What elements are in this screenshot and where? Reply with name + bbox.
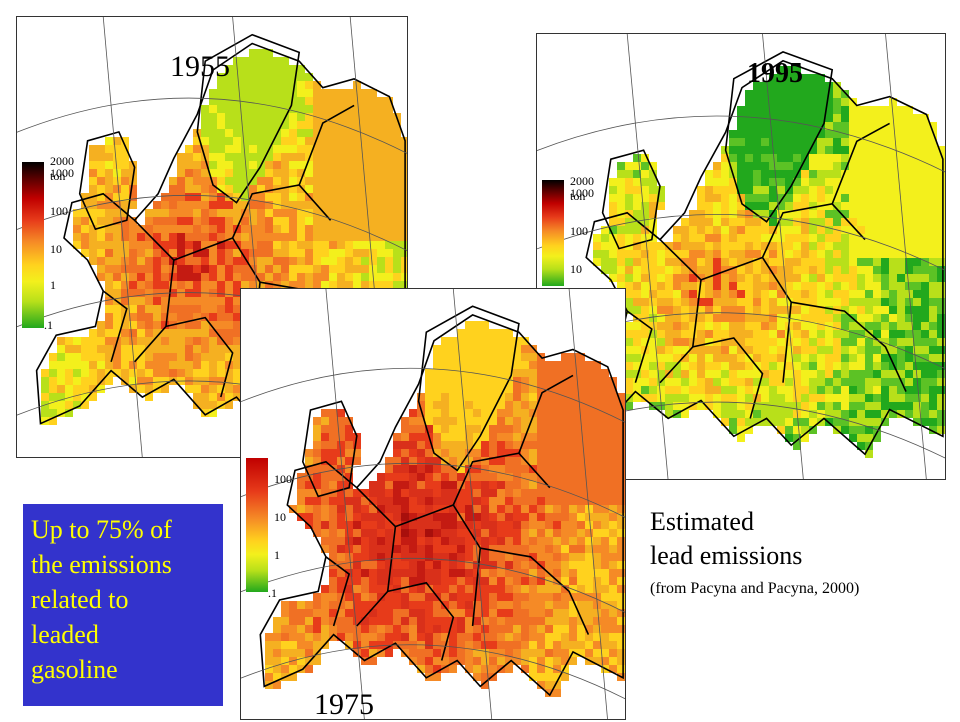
caption-source: (from Pacyna and Pacyna, 2000) <box>650 580 860 597</box>
note-line: related to <box>31 585 129 614</box>
legend-tick-10: 10 <box>570 262 582 276</box>
note-line: leaded <box>31 620 99 649</box>
legend-tick-2000: 2000 ton <box>50 154 74 183</box>
caption-line-2: lead emissions <box>650 541 803 570</box>
legend-color-bar <box>246 458 268 592</box>
note-line: Up to 75% of <box>31 515 172 544</box>
year-label-1955: 1955 <box>170 50 230 83</box>
legend-tick-10: 10 <box>50 242 62 256</box>
legend-tick-1: 1 <box>274 548 280 562</box>
legend-tick-1000: 1000 <box>50 166 74 180</box>
emission-raster <box>265 321 625 697</box>
graticule <box>241 289 625 719</box>
legend-tick-100: 100 <box>570 224 588 238</box>
emission-map-1975 <box>240 288 626 720</box>
legend-tick-1: 1 <box>50 278 56 292</box>
year-label-1975: 1975 <box>314 688 374 721</box>
country-borders <box>556 51 944 456</box>
legend-tick-0-1: .1 <box>44 318 53 332</box>
leaded-gasoline-note: Up to 75% of the emissions related to le… <box>23 504 223 706</box>
caption: Estimated lead emissions (from Pacyna an… <box>650 505 859 601</box>
note-line: gasoline <box>31 655 118 684</box>
note-line: the emissions <box>31 550 172 579</box>
legend-tick-2000: 2000 ton <box>570 174 594 203</box>
legend-tick-100: 100 <box>274 472 292 486</box>
legend-tick-1000: 1000 <box>570 186 594 200</box>
map-canvas-1995 <box>537 34 945 479</box>
legend-tick-100: 100 <box>50 204 68 218</box>
map-canvas-1975 <box>241 289 625 719</box>
year-label-1995: 1995 <box>747 58 803 89</box>
legend-tick-0-1: .1 <box>268 586 277 600</box>
legend-color-bar <box>542 180 564 286</box>
caption-line-1: Estimated <box>650 507 754 536</box>
legend-color-bar <box>22 162 44 328</box>
legend-tick-10: 10 <box>274 510 286 524</box>
